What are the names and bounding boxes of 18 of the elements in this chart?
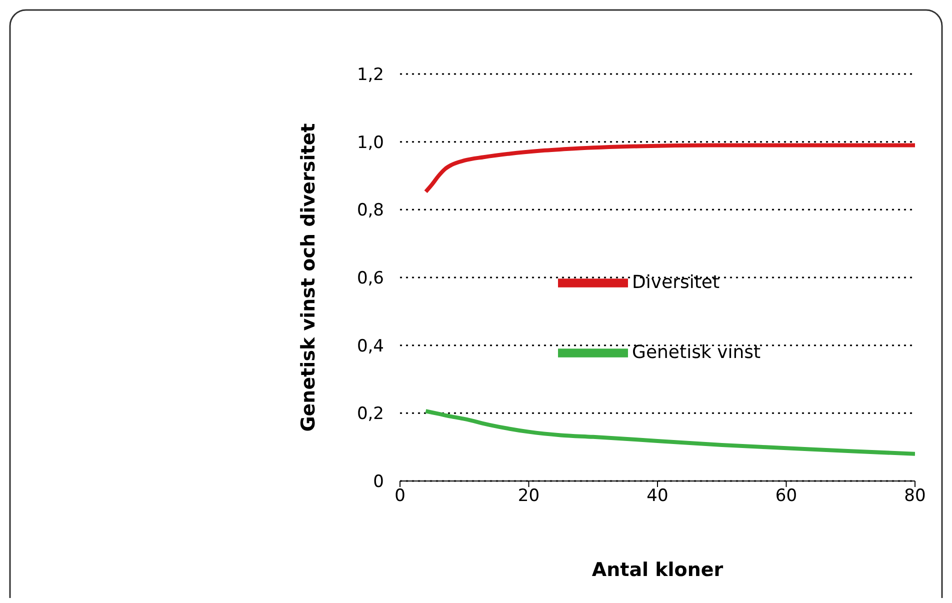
line-series [424,143,915,194]
y-tick-label: 0,4 [356,336,384,356]
y-tick-label: 0,6 [356,268,384,289]
x-tick-label: 20 [518,486,540,506]
legend-label: Diversitet [632,272,720,293]
y-axis-title: Genetisk vinst och diversitet [298,123,320,432]
x-tick-label: 40 [646,486,668,506]
y-tick-label: 0 [373,472,384,492]
y-tick-label: 1,0 [356,132,384,153]
y-tick-label: 0,2 [356,404,384,424]
x-tick-label: 80 [904,486,926,506]
y-tick-label: 1,2 [356,65,384,86]
x-tick-label: 0 [394,486,406,506]
line-series [424,409,915,456]
x-axis-title: Antal kloner [592,559,724,581]
y-tick-label: 0,8 [356,200,384,221]
legend-label: Genetisk vinst [632,342,761,363]
x-tick-label: 60 [775,486,798,506]
